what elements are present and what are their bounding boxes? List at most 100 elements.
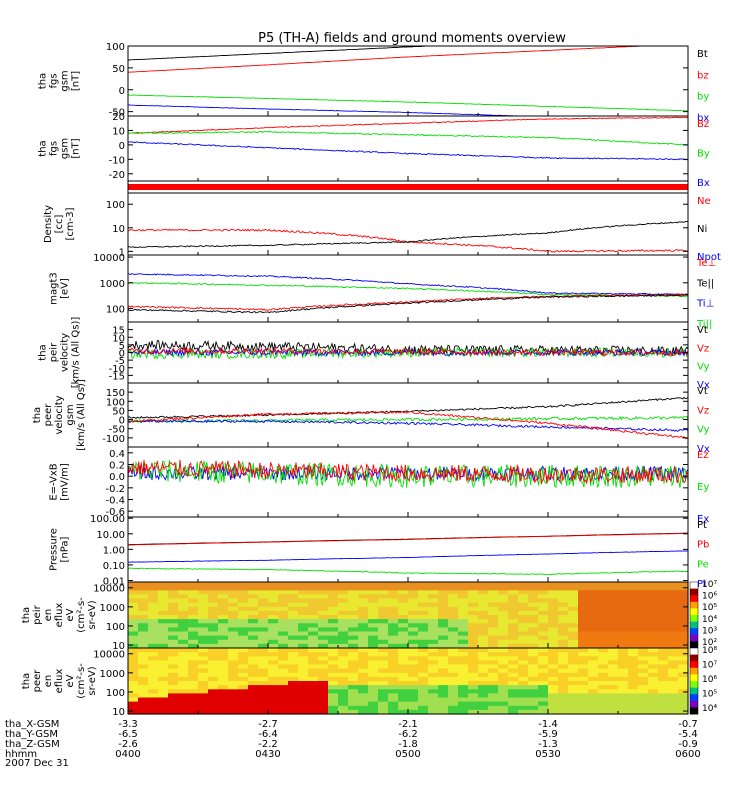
spectrogram-cell	[308, 693, 319, 699]
spectrogram-cell	[498, 656, 509, 661]
series-Ne	[127, 228, 688, 253]
spectrogram-cell	[388, 689, 399, 694]
spectrogram-cell	[638, 619, 649, 624]
spectrogram-cell	[298, 656, 309, 661]
spectrogram-cell	[438, 685, 449, 690]
spectrogram-cell	[458, 693, 469, 699]
spectrogram-cell	[618, 652, 629, 657]
spectrogram-cell	[258, 701, 269, 707]
spectrogram-cell	[498, 615, 509, 620]
spectrogram-cell	[218, 672, 229, 678]
spectrogram-cell	[448, 610, 459, 616]
spectrogram-cell	[428, 598, 439, 604]
spectrogram-cell	[558, 623, 569, 628]
spectrogram-cell	[658, 705, 669, 711]
spectrogram-cell	[328, 590, 339, 595]
spectrogram-cell	[138, 639, 149, 645]
spectrogram-cell	[148, 648, 159, 653]
spectrogram-cell	[288, 705, 299, 711]
spectrogram-cell	[238, 660, 249, 666]
spectrogram-cell	[298, 652, 309, 657]
spectrogram-cell	[258, 635, 269, 641]
spectrogram-cell	[468, 631, 479, 637]
spectrogram-cell	[238, 594, 249, 600]
y-axis-label: [cc]	[54, 215, 65, 234]
spectrogram-cell	[638, 689, 649, 694]
spectrogram-cell	[638, 582, 649, 587]
spectrogram-cell	[418, 681, 429, 686]
spectrogram-cell	[408, 623, 419, 628]
spectrogram-cell	[328, 610, 339, 616]
spectrogram-cell	[288, 697, 299, 703]
y-axis-label: [km/s (All Qs)]	[76, 379, 87, 451]
spectrogram-cell	[518, 705, 529, 711]
spectrogram-cell	[598, 656, 609, 661]
spectrogram-cell	[528, 582, 539, 587]
spectrogram-cell	[178, 582, 189, 587]
spectrogram-cell	[378, 701, 389, 707]
footer-value: 0530	[535, 749, 560, 760]
spectrogram-cell	[498, 685, 509, 690]
spectrogram-cell	[238, 586, 249, 591]
spectrogram-cell	[498, 582, 509, 587]
spectrogram-cell	[188, 606, 199, 612]
spectrogram-cell	[598, 693, 609, 699]
spectrogram-cell	[338, 701, 349, 707]
spectrogram-cell	[308, 627, 319, 633]
spectrogram-cell	[288, 631, 299, 637]
spectrogram-cell	[318, 610, 329, 616]
spectrogram-cell	[578, 709, 589, 715]
spectrogram-cell	[388, 697, 399, 703]
spectrogram-cell	[638, 643, 649, 649]
spectrogram-cell	[288, 590, 299, 595]
spectrogram-cell	[278, 606, 289, 612]
spectrogram-cell	[398, 681, 409, 686]
spectrogram-cell	[568, 598, 579, 604]
spectrogram-cell	[238, 627, 249, 633]
spectrogram-cell	[458, 689, 469, 694]
spectrogram-cell	[388, 606, 399, 612]
spectrogram-cell	[588, 697, 599, 703]
spectrogram-cell	[168, 656, 179, 661]
spectrogram-cell	[378, 606, 389, 612]
spectrogram-cell	[648, 594, 659, 600]
spectrogram-cell	[318, 606, 329, 612]
spectrogram-cell	[198, 652, 209, 657]
spectrogram-cell	[358, 582, 369, 587]
spectrogram-cell	[198, 627, 209, 633]
spectrogram-cell	[298, 676, 309, 682]
spectrogram-cell	[568, 668, 579, 674]
spectrogram-cell	[348, 623, 359, 628]
spectrogram-cell	[588, 705, 599, 711]
spectrogram-cell	[138, 672, 149, 678]
colorbar-segment	[690, 681, 698, 689]
spectrogram-cell	[428, 602, 439, 608]
spectrogram-cell	[538, 705, 549, 711]
spectrogram-cell	[198, 590, 209, 595]
spectrogram-cell	[668, 598, 679, 604]
spectrogram-cell	[308, 705, 319, 711]
spectrogram-cell	[218, 676, 229, 682]
spectrogram-cell	[248, 627, 259, 633]
spectrogram-cell	[228, 631, 239, 637]
spectrogram-cell	[278, 619, 289, 624]
spectrogram-cell	[578, 615, 589, 620]
spectrogram-cell	[268, 652, 279, 657]
y-axis-label: en	[43, 675, 54, 688]
spectrogram-cell	[648, 619, 659, 624]
y-tick-label: -50	[109, 108, 125, 119]
spectrogram-cell	[618, 615, 629, 620]
spectrogram-cell	[508, 598, 519, 604]
spectrogram-cell	[328, 615, 339, 620]
spectrogram-cell	[348, 590, 359, 595]
spectrogram-cell	[198, 623, 209, 628]
spectrogram-cell	[458, 582, 469, 587]
spectrogram-cell	[568, 664, 579, 670]
spectrogram-cell	[298, 689, 309, 694]
spectrogram-cell	[388, 586, 399, 591]
spectrogram-cell	[218, 586, 229, 591]
spectrogram-cell	[348, 681, 359, 686]
spectrogram-cell	[308, 672, 319, 678]
y-axis-label: eflux	[54, 669, 65, 694]
spectrogram-cell	[468, 643, 479, 649]
